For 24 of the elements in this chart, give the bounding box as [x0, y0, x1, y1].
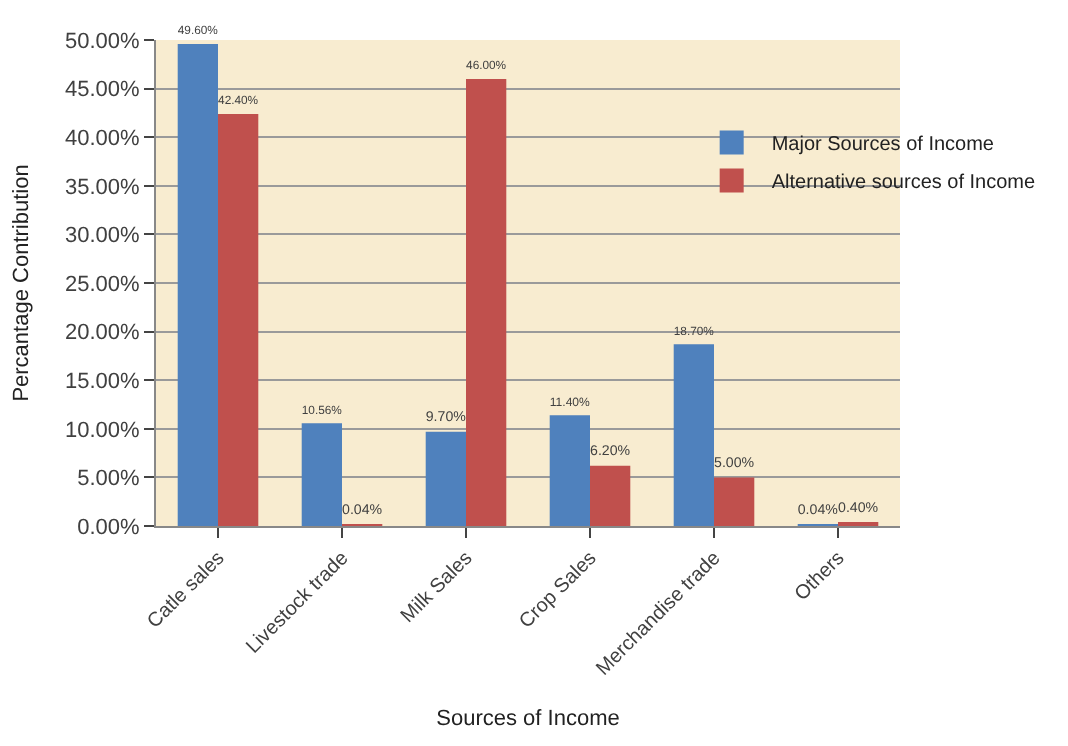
bar	[466, 78, 507, 526]
y-tick-label: 15.00%	[64, 369, 141, 394]
bar	[673, 344, 714, 526]
x-axis-title: Sources of Income	[436, 706, 620, 731]
y-tick-label: 10.00%	[64, 418, 141, 443]
y-tick-label: 30.00%	[64, 224, 141, 249]
bar	[301, 423, 342, 526]
y-tick-label: 40.00%	[64, 126, 141, 151]
bar	[218, 113, 259, 526]
legend-label: Major Sources of Income	[771, 134, 995, 157]
bar	[177, 43, 218, 526]
bar	[549, 415, 590, 526]
legend-label: Alternative sources of Income	[771, 172, 1037, 195]
bar	[425, 431, 466, 526]
y-tick-label: 0.00%	[77, 515, 141, 540]
y-tick-label: 25.00%	[64, 272, 141, 297]
y-tick-label: 45.00%	[64, 78, 141, 103]
bar	[590, 465, 631, 526]
y-tick-label: 50.00%	[64, 29, 141, 54]
y-tick-label: 5.00%	[77, 467, 141, 492]
y-axis-title: Percantage Contribution	[10, 164, 35, 402]
bar	[714, 477, 755, 526]
y-tick-label: 35.00%	[64, 175, 141, 200]
y-tick-label: 20.00%	[64, 321, 141, 346]
